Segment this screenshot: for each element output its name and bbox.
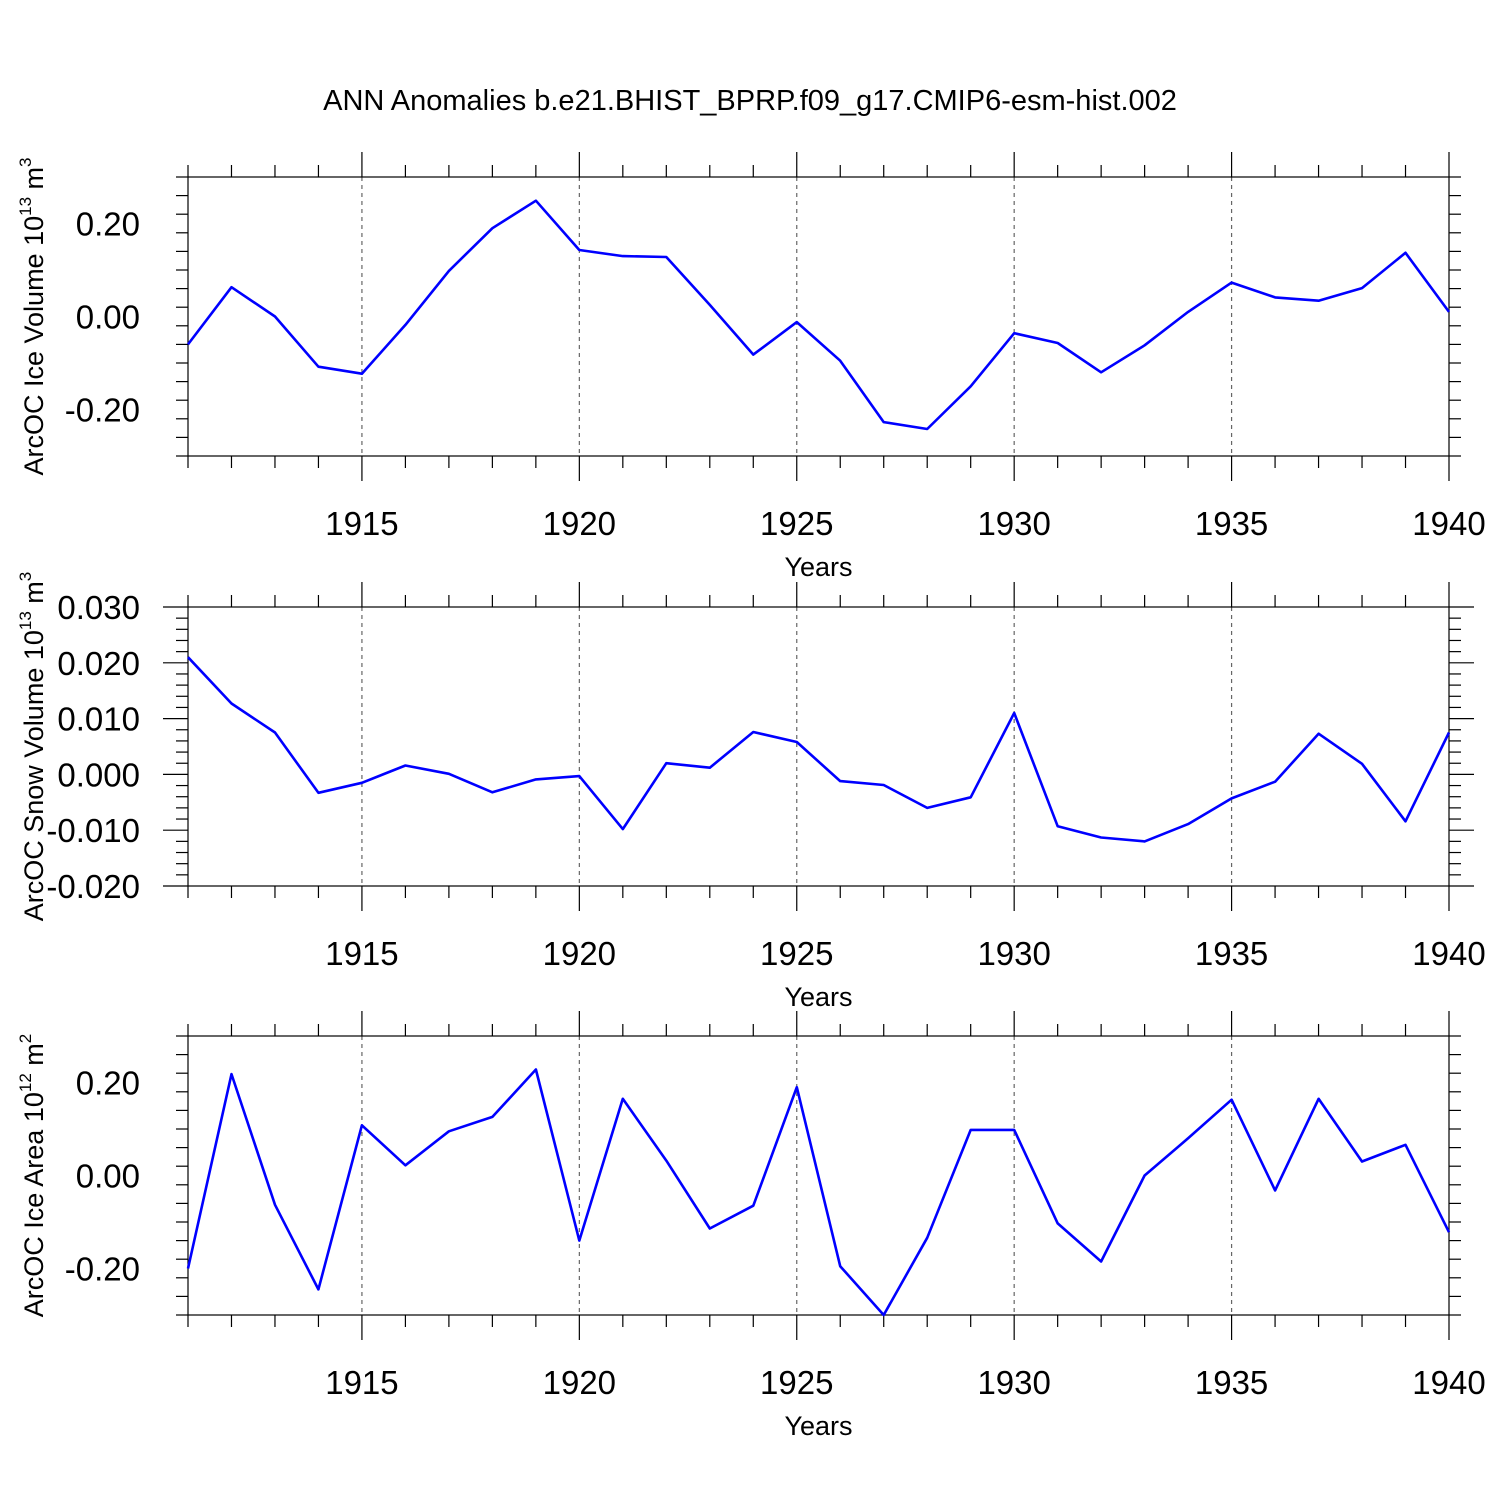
- ice-area-xtick-label-1925: 1925: [760, 1364, 833, 1401]
- snow-volume-y-axis-label-main: ArcOC Snow Volume 10: [19, 630, 49, 921]
- ice-volume-x-axis-label: Years: [784, 552, 852, 582]
- ice-volume-xtick-label-1940: 1940: [1412, 505, 1485, 542]
- ice-volume-frame: [187, 176, 1450, 457]
- snow-volume-ytick-label-1: 0.020: [57, 645, 140, 682]
- ice-area-x-axis-label: Years: [784, 1411, 852, 1441]
- ice-area-xtick-label-1940: 1940: [1412, 1364, 1485, 1401]
- snow-volume-xtick-label-1925: 1925: [760, 935, 833, 972]
- snow-volume-y-axis-label-unit: m: [19, 581, 49, 611]
- panel-ice-volume: 0.20 0.00 -0.20 1915 1920 1925 1930 1935 1940 Yea…: [16, 152, 1486, 582]
- ice-area-ytick-label-0: 0.20: [76, 1065, 140, 1102]
- ice-volume-xtick-label-1935: 1935: [1195, 505, 1268, 542]
- ice-volume-y-axis-label-unit-exp: 3: [16, 157, 35, 166]
- snow-volume-ytick-label-2: 0.010: [57, 701, 140, 738]
- snow-volume-xtick-label-1920: 1920: [543, 935, 616, 972]
- snow-volume-xtick-label-1915: 1915: [325, 935, 398, 972]
- ice-area-y-axis-label-exp: 12: [16, 1073, 35, 1092]
- ice-area-y-axis-label-main: ArcOC Ice Area 10: [19, 1092, 49, 1317]
- snow-volume-frame: [187, 606, 1450, 887]
- snow-volume-xtick-label-1940: 1940: [1412, 935, 1485, 972]
- panel-snow-volume: 0.030 0.020 0.010 0.000 -0.010 -0.020 1915 1920…: [16, 572, 1486, 1012]
- ice-volume-xtick-label-1925: 1925: [760, 505, 833, 542]
- ice-volume-y-axis-label-unit: m: [19, 167, 49, 197]
- ice-area-xtick-label-1915: 1915: [325, 1364, 398, 1401]
- snow-volume-ytick-label-3: 0.000: [57, 756, 140, 793]
- chart-title: ANN Anomalies b.e21.BHIST_BPRP.f09_g17.C…: [323, 85, 1177, 117]
- ice-volume-y-axis-label-exp: 13: [16, 197, 35, 216]
- ice-volume-ytick-label-2: -0.20: [65, 392, 140, 429]
- snow-volume-series-line: [187, 656, 1451, 843]
- ice-area-y-axis-label-unit: m: [19, 1043, 49, 1073]
- ice-volume-ytick-label-0: 0.20: [76, 206, 140, 243]
- ice-area-ytick-label-1: 0.00: [76, 1158, 140, 1195]
- chart-panels: 0.20 0.00 -0.20 1915 1920 1925 1930 1935 1940 Yea…: [16, 152, 1486, 1441]
- snow-volume-ytick-label-0: 0.030: [57, 589, 140, 626]
- ice-area-xtick-label-1935: 1935: [1195, 1364, 1268, 1401]
- snow-volume-xtick-label-1935: 1935: [1195, 935, 1268, 972]
- ice-area-y-axis-label: ArcOC Ice Area 1012 m2: [16, 1034, 49, 1318]
- ice-area-xtick-label-1930: 1930: [977, 1364, 1050, 1401]
- snow-volume-ytick-label-5: -0.020: [46, 868, 140, 905]
- ice-volume-series-line: [186, 199, 1451, 431]
- ice-area-xtick-label-1920: 1920: [543, 1364, 616, 1401]
- ice-area-y-axis-label-unit-exp: 2: [16, 1034, 35, 1043]
- snow-volume-y-axis-label-exp: 13: [16, 611, 35, 630]
- ice-area-series-line: [186, 1068, 1451, 1317]
- snow-volume-x-axis-label: Years: [784, 982, 852, 1012]
- ice-volume-xtick-label-1930: 1930: [977, 505, 1050, 542]
- ice-volume-xtick-label-1915: 1915: [325, 505, 398, 542]
- snow-volume-y-axis-label: ArcOC Snow Volume 1013 m3: [16, 572, 49, 922]
- snow-volume-ytick-label-4: -0.010: [46, 812, 140, 849]
- ice-area-frame: [187, 1035, 1450, 1316]
- ice-volume-y-axis-label: ArcOC Ice Volume 1013 m3: [16, 157, 49, 475]
- snow-volume-y-axis-label-unit-exp: 3: [16, 572, 35, 581]
- ice-area-ytick-label-2: -0.20: [65, 1251, 140, 1288]
- panel-ice-area: 0.20 0.00 -0.20 1915 1920 1925 1930 1935 1940 Yea…: [16, 1011, 1486, 1441]
- snow-volume-xtick-label-1930: 1930: [977, 935, 1050, 972]
- ice-volume-ytick-label-1: 0.00: [76, 299, 140, 336]
- ice-volume-xtick-label-1920: 1920: [543, 505, 616, 542]
- ice-volume-y-axis-label-main: ArcOC Ice Volume 10: [19, 216, 49, 476]
